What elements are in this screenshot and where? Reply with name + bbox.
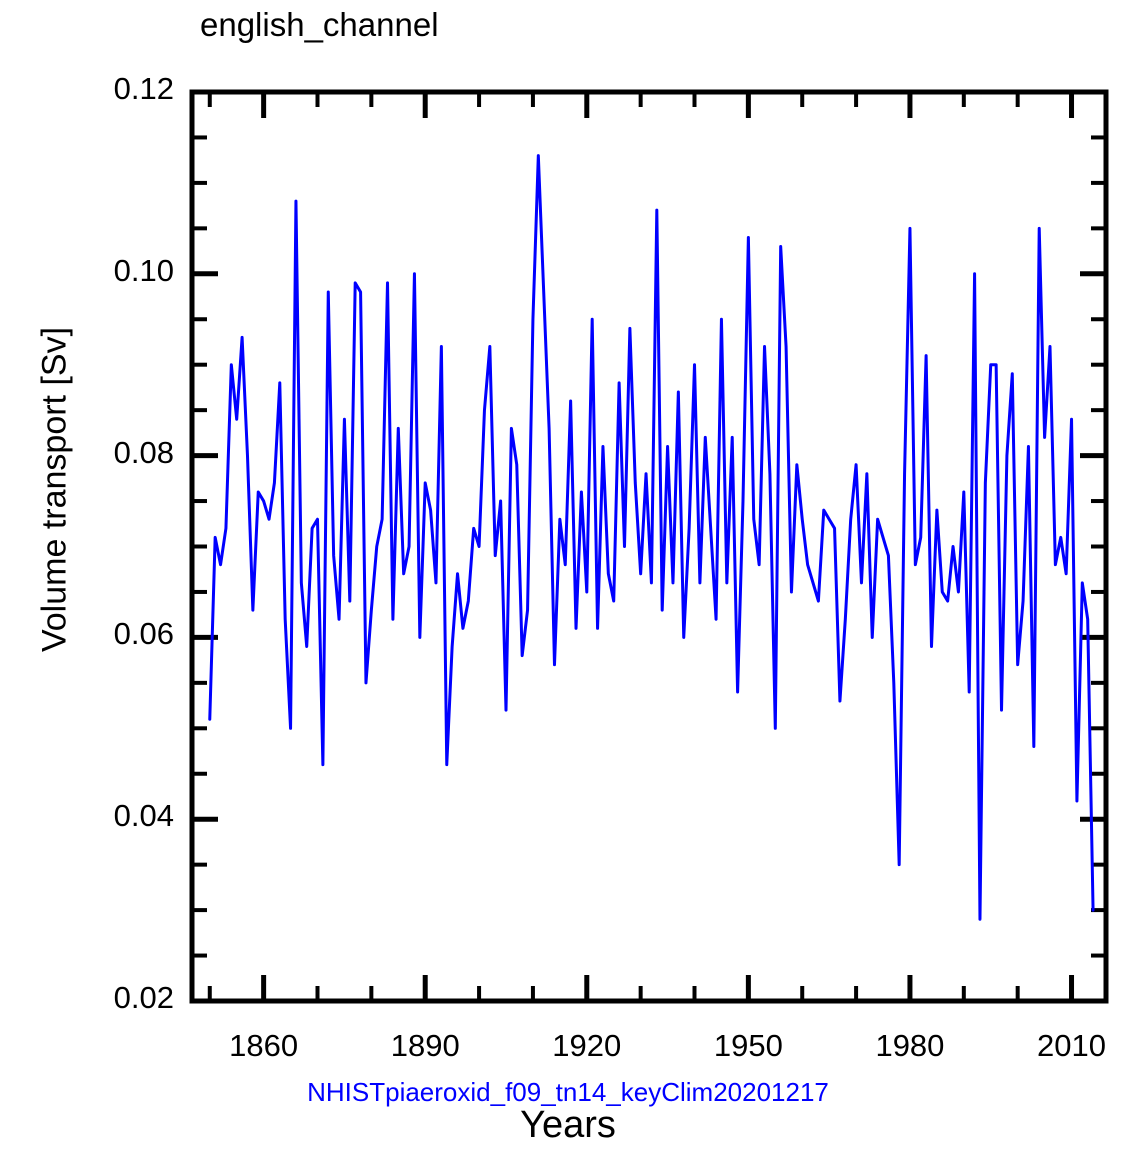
y-tick-label: 0.06	[113, 616, 174, 652]
chart-title: english_channel	[200, 6, 439, 43]
x-tick-label: 2010	[1037, 1028, 1106, 1063]
axis-ticks	[192, 89, 1106, 1004]
y-tick-label: 0.08	[113, 434, 174, 470]
chart-subtitle: NHISTpiaeroxid_f09_tn14_keyClim20201217	[307, 1077, 829, 1107]
x-tick-label: 1860	[229, 1028, 299, 1063]
x-tick-label: 1980	[875, 1028, 945, 1063]
x-tick-label: 1950	[713, 1028, 783, 1063]
y-tick-label: 0.12	[113, 71, 174, 106]
data-series-line	[208, 154, 1095, 921]
y-tick-label: 0.10	[113, 252, 174, 288]
x-tick-label: 1890	[390, 1028, 460, 1063]
x-tick-label: 1920	[552, 1028, 622, 1063]
x-axis-label: Years	[520, 1104, 616, 1146]
y-tick-label: 0.02	[113, 980, 174, 1015]
y-tick-label: 0.04	[113, 798, 174, 834]
